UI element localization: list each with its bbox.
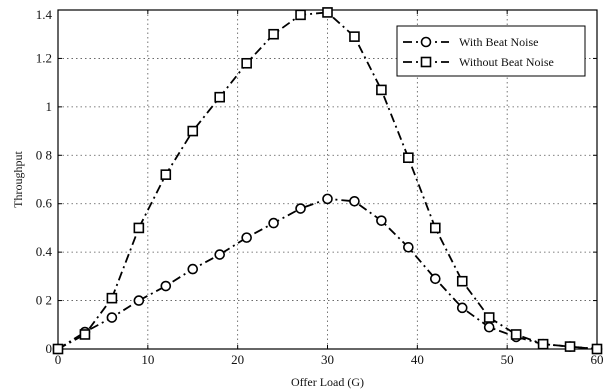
data-point	[187, 125, 199, 137]
data-point	[429, 273, 441, 285]
data-point	[349, 195, 360, 207]
series	[52, 7, 603, 355]
data-point	[241, 232, 252, 243]
y-tick-label: 0.6	[36, 196, 53, 211]
data-point	[133, 295, 145, 306]
legend-marker	[420, 36, 432, 48]
y-tick-label: 1	[46, 99, 53, 114]
data-point	[403, 242, 414, 253]
legend: With Beat Noise Without Beat Noise	[396, 25, 586, 77]
data-point	[79, 329, 91, 340]
series-2	[52, 7, 603, 355]
x-tick-label: 50	[501, 352, 514, 367]
data-point	[268, 217, 279, 229]
data-point	[160, 280, 172, 292]
data-point	[376, 215, 387, 226]
data-point	[510, 329, 522, 340]
data-point	[295, 203, 306, 214]
data-point	[214, 91, 225, 103]
legend-item: With Beat Noise	[403, 35, 539, 49]
data-point	[160, 169, 172, 180]
x-tick-label: 20	[231, 352, 244, 367]
x-axis-label: Offer Load (G)	[291, 375, 364, 389]
data-point	[591, 343, 603, 355]
x-tick-label: 30	[321, 352, 334, 367]
data-point	[429, 222, 441, 234]
data-point	[241, 57, 252, 69]
y-tick-label: 0 8	[36, 147, 52, 162]
y-tick-label: 1.2	[36, 50, 52, 65]
data-point	[564, 341, 576, 352]
y-tick-label: 0	[46, 341, 53, 356]
data-point	[187, 263, 199, 275]
legend-marker	[420, 56, 432, 68]
legend-label: With Beat Noise	[459, 35, 539, 49]
y-tick-label: 0 2	[36, 293, 52, 308]
axis-ticks: 0 10 20 30 40 50 60 0 0 2 0.4 0.6 0 8 1 1.2 1.4	[36, 7, 604, 367]
data-point	[403, 152, 414, 164]
data-point	[133, 222, 145, 234]
x-tick-label: 40	[411, 352, 424, 367]
data-point	[456, 275, 468, 287]
data-point	[295, 9, 306, 21]
data-point	[456, 302, 468, 314]
data-point	[52, 343, 64, 355]
data-point	[214, 249, 225, 260]
data-point	[483, 312, 495, 323]
data-point	[537, 338, 549, 350]
x-tick-label: 0	[55, 352, 62, 367]
data-point	[322, 7, 333, 18]
data-point	[322, 193, 333, 205]
legend-label: Without Beat Noise	[459, 55, 554, 69]
legend-box	[396, 25, 586, 77]
data-point	[268, 28, 279, 40]
y-axis-label: Throughput	[11, 151, 25, 208]
series-line	[57, 11, 598, 350]
y-tick-label: 1.4	[36, 7, 53, 22]
data-point	[483, 321, 495, 333]
legend-item: Without Beat Noise	[403, 55, 554, 69]
data-point	[376, 84, 387, 96]
x-tick-label: 60	[591, 352, 604, 367]
data-point	[349, 31, 360, 42]
y-tick-label: 0.4	[36, 244, 53, 259]
data-point	[106, 312, 118, 323]
data-point	[106, 292, 118, 304]
x-tick-label: 10	[141, 352, 154, 367]
